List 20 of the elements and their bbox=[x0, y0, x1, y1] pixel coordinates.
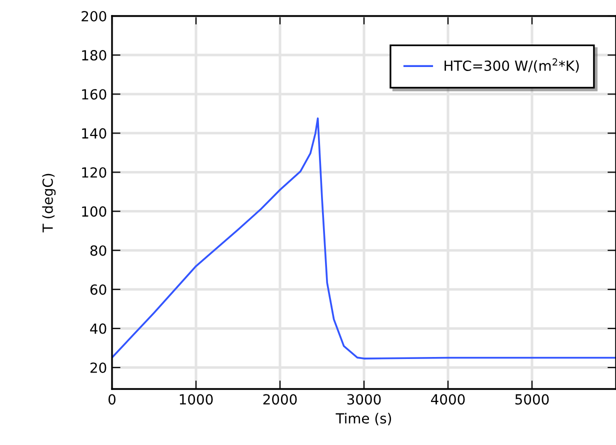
x-tick-label: 1000 bbox=[180, 394, 213, 405]
y-tick-label: 100 bbox=[82, 206, 106, 217]
y-axis-title: T (degC) bbox=[42, 174, 56, 232]
x-tick-label: 2000 bbox=[263, 394, 297, 405]
x-axis-title: Time (s) bbox=[336, 412, 392, 426]
x-tick-label: 3000 bbox=[347, 394, 381, 405]
y-tick-label: 200 bbox=[82, 10, 106, 22]
y-tick-label: 140 bbox=[82, 128, 106, 139]
line-series bbox=[112, 117, 616, 360]
y-tick-label: 40 bbox=[90, 323, 106, 334]
x-tick-label: 4000 bbox=[431, 394, 465, 405]
y-tick-label: 120 bbox=[82, 167, 106, 178]
y-tick-label: 180 bbox=[82, 50, 106, 61]
x-tick-label: 5000 bbox=[515, 394, 549, 405]
y-tick-label: 160 bbox=[82, 89, 106, 100]
y-tick-label: 80 bbox=[90, 245, 106, 256]
y-tick-label: 20 bbox=[90, 362, 106, 373]
legend-label: HTC=300 W/(m$^{2}$*K) bbox=[444, 58, 579, 73]
y-tick-label: 60 bbox=[90, 284, 106, 295]
x-tick-label: 0 bbox=[108, 394, 116, 405]
